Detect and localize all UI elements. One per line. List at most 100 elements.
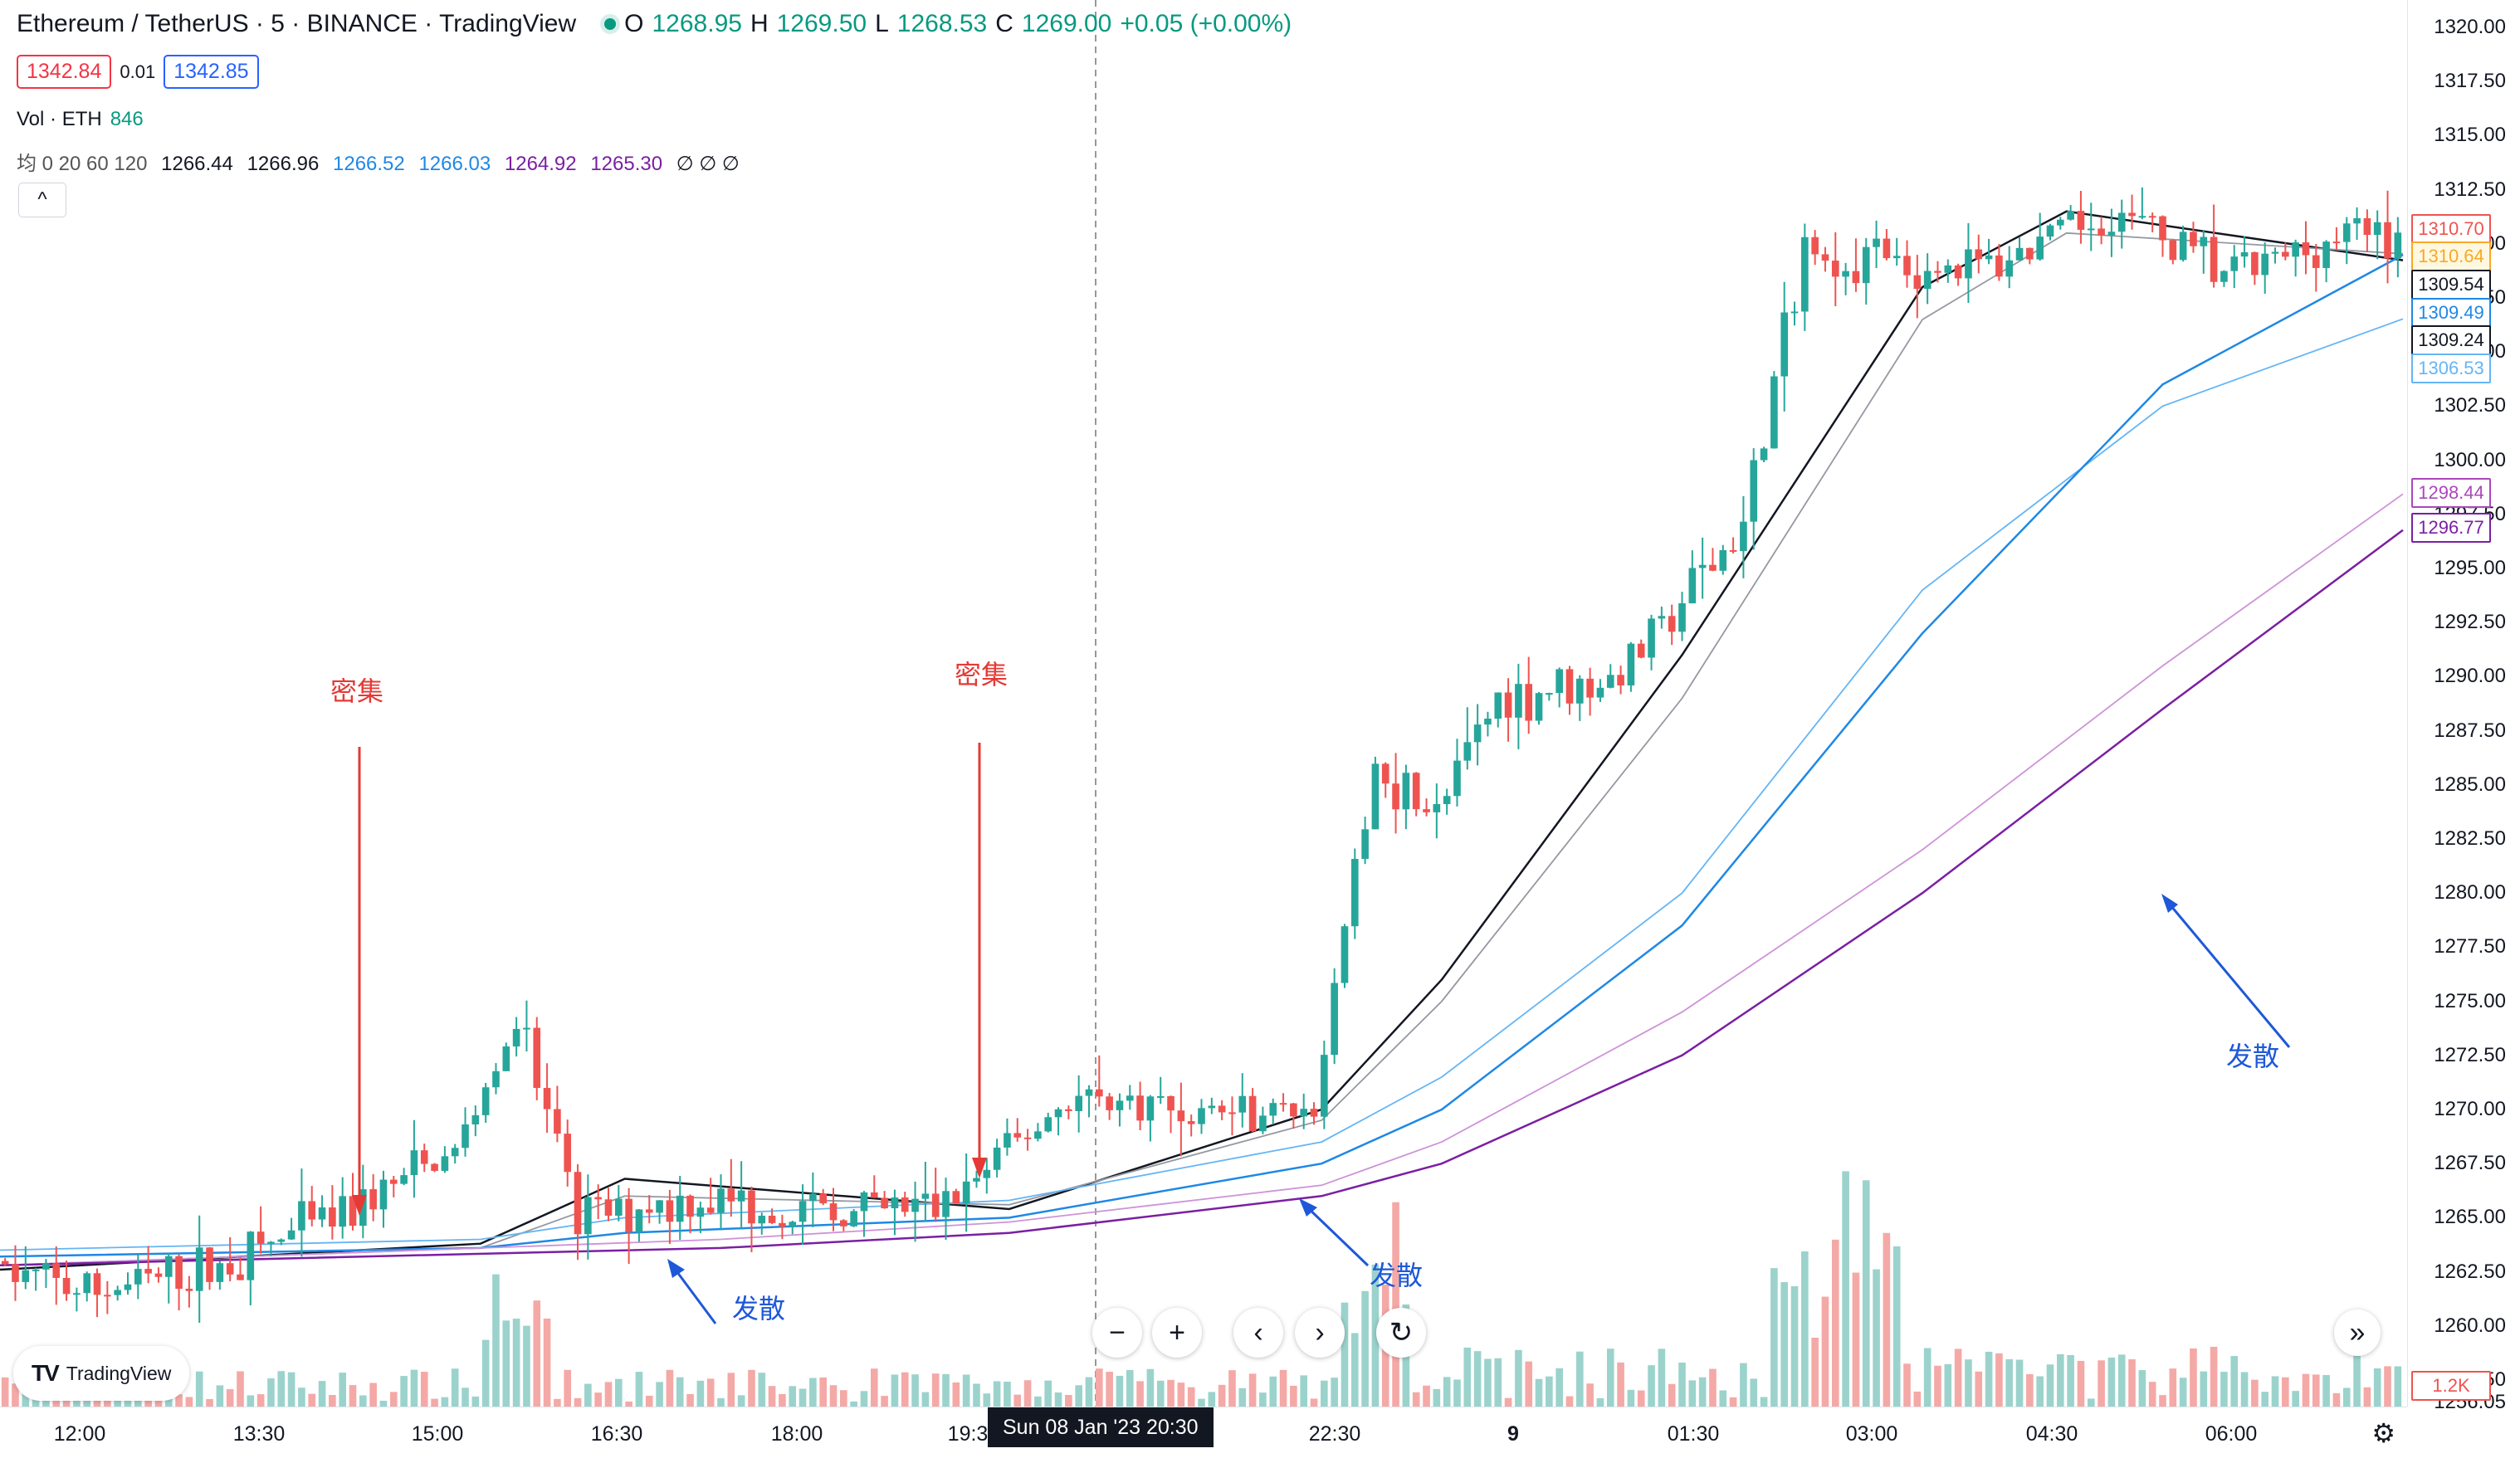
volume-bar bbox=[1985, 1351, 1993, 1407]
volume-bar bbox=[247, 1395, 255, 1407]
volume-bar bbox=[410, 1369, 418, 1407]
ask-button[interactable]: 1342.85 bbox=[164, 55, 259, 89]
volume-bar bbox=[379, 1400, 388, 1407]
volume-bar bbox=[2128, 1359, 2136, 1407]
candle-body bbox=[379, 1179, 388, 1210]
candle-body bbox=[216, 1263, 224, 1282]
zoom-in-button[interactable]: + bbox=[1152, 1308, 1202, 1358]
volume-bar bbox=[1034, 1396, 1042, 1407]
bid-button[interactable]: 1342.84 bbox=[17, 55, 112, 89]
candle-body bbox=[1167, 1095, 1175, 1111]
annotation-diverge-1: 发散 bbox=[732, 1294, 786, 1324]
volume-value: 846 bbox=[110, 108, 144, 130]
candle-body bbox=[1484, 719, 1492, 725]
candle-body bbox=[1555, 669, 1563, 694]
volume-bar bbox=[809, 1378, 817, 1407]
candle-body bbox=[1852, 271, 1860, 284]
candle-body bbox=[1525, 684, 1533, 721]
volume-bar bbox=[1586, 1383, 1594, 1407]
candle-body bbox=[2312, 255, 2320, 268]
time-axis[interactable]: Sun 08 Jan '23 20:30 ⚙ 12:00 13:30 15:00 16… bbox=[0, 1407, 2407, 1463]
candle-body bbox=[2210, 237, 2218, 282]
candle-body bbox=[1443, 796, 1451, 804]
collapse-legend-button[interactable]: ^ bbox=[18, 183, 66, 217]
volume-bar bbox=[318, 1381, 326, 1407]
candle-body bbox=[359, 1189, 367, 1226]
volume-bar bbox=[2240, 1372, 2249, 1407]
annotation-diverge-3: 发散 bbox=[2226, 1041, 2280, 1071]
volume-bar bbox=[942, 1373, 950, 1407]
volume-bar bbox=[2271, 1376, 2279, 1407]
volume-bar bbox=[1106, 1372, 1113, 1407]
candle-body bbox=[1923, 271, 1932, 290]
volume-bar bbox=[1310, 1398, 1318, 1407]
volume-bar bbox=[2210, 1346, 2218, 1407]
candle-body bbox=[1565, 669, 1574, 704]
candle-body bbox=[1290, 1103, 1297, 1117]
volume-bar bbox=[564, 1369, 572, 1407]
settings-gear-icon[interactable]: ⚙ bbox=[2371, 1418, 2395, 1448]
volume-bar bbox=[1852, 1272, 1860, 1407]
candle-body bbox=[973, 1178, 980, 1182]
volume-bar bbox=[1350, 1333, 1359, 1407]
volume-bar bbox=[656, 1382, 663, 1407]
candle-body bbox=[911, 1198, 919, 1212]
volume-bar bbox=[22, 1389, 30, 1407]
zoom-out-button[interactable]: − bbox=[1092, 1308, 1142, 1358]
volume-bar bbox=[2005, 1358, 2014, 1407]
candle-body bbox=[1862, 246, 1870, 284]
volume-bar bbox=[441, 1397, 449, 1407]
candle-body bbox=[829, 1203, 838, 1221]
symbol-title[interactable]: Ethereum / TetherUS · 5 · BINANCE · Trad… bbox=[17, 10, 577, 37]
candle-body bbox=[645, 1209, 653, 1213]
volume-bar bbox=[2363, 1387, 2371, 1407]
tradingview-logo[interactable]: TV TradingView bbox=[13, 1346, 190, 1401]
candle-body bbox=[1892, 256, 1901, 259]
candle-body bbox=[891, 1197, 899, 1209]
volume-bar bbox=[1269, 1376, 1277, 1407]
candle-body bbox=[2046, 225, 2054, 237]
price-chart[interactable] bbox=[0, 0, 2407, 1407]
volume-bar bbox=[625, 1401, 632, 1407]
candle-body bbox=[983, 1169, 991, 1178]
candle-body bbox=[1688, 568, 1697, 604]
scroll-forward-button[interactable]: › bbox=[1295, 1308, 1345, 1358]
scroll-to-realtime-button[interactable]: » bbox=[2334, 1309, 2381, 1356]
candle-body bbox=[952, 1191, 960, 1204]
market-status-icon bbox=[604, 17, 617, 30]
volume-bar bbox=[1371, 1264, 1380, 1407]
volume-bar bbox=[185, 1397, 193, 1407]
candle-body bbox=[1248, 1095, 1257, 1132]
diverge-arrow-2-head bbox=[1299, 1198, 1317, 1217]
volume-bar bbox=[471, 1396, 480, 1407]
volume-bar bbox=[2312, 1374, 2320, 1407]
volume-bar bbox=[1892, 1246, 1901, 1407]
candle-body bbox=[1770, 376, 1778, 449]
candle-body bbox=[881, 1197, 888, 1209]
volume-bar bbox=[758, 1373, 766, 1407]
candle-body bbox=[2169, 240, 2177, 261]
candle-body bbox=[2302, 242, 2310, 256]
ma-legend[interactable]: 均 0 20 60 120 1266.44 1266.96 1266.52 12… bbox=[17, 147, 748, 176]
price-tick: 1282.50 bbox=[2434, 827, 2506, 850]
price-axis[interactable]: 1320.001317.501315.001312.501310.001307.… bbox=[2407, 0, 2520, 1413]
candle-body bbox=[1719, 549, 1727, 571]
volume-bar bbox=[911, 1374, 919, 1407]
volume-bar bbox=[1627, 1389, 1635, 1407]
scroll-back-button[interactable]: ‹ bbox=[1233, 1308, 1283, 1358]
price-tick: 1300.00 bbox=[2434, 448, 2506, 471]
candle-body bbox=[1095, 1089, 1103, 1097]
candle-body bbox=[779, 1222, 786, 1227]
volume-bar bbox=[195, 1371, 203, 1407]
candle-body bbox=[1668, 616, 1676, 632]
reset-chart-button[interactable]: ↻ bbox=[1376, 1308, 1426, 1358]
price-tick: 1292.50 bbox=[2434, 611, 2506, 634]
volume-bar bbox=[2148, 1382, 2156, 1407]
price-tick: 1260.00 bbox=[2434, 1314, 2506, 1337]
annotation-arrows bbox=[352, 743, 2291, 1324]
volume-legend[interactable]: Vol · ETH 846 bbox=[17, 108, 152, 131]
volume-bar bbox=[645, 1395, 653, 1407]
candle-body bbox=[1965, 249, 1972, 279]
candle-body bbox=[1944, 265, 1952, 273]
candle-body bbox=[1402, 773, 1410, 810]
